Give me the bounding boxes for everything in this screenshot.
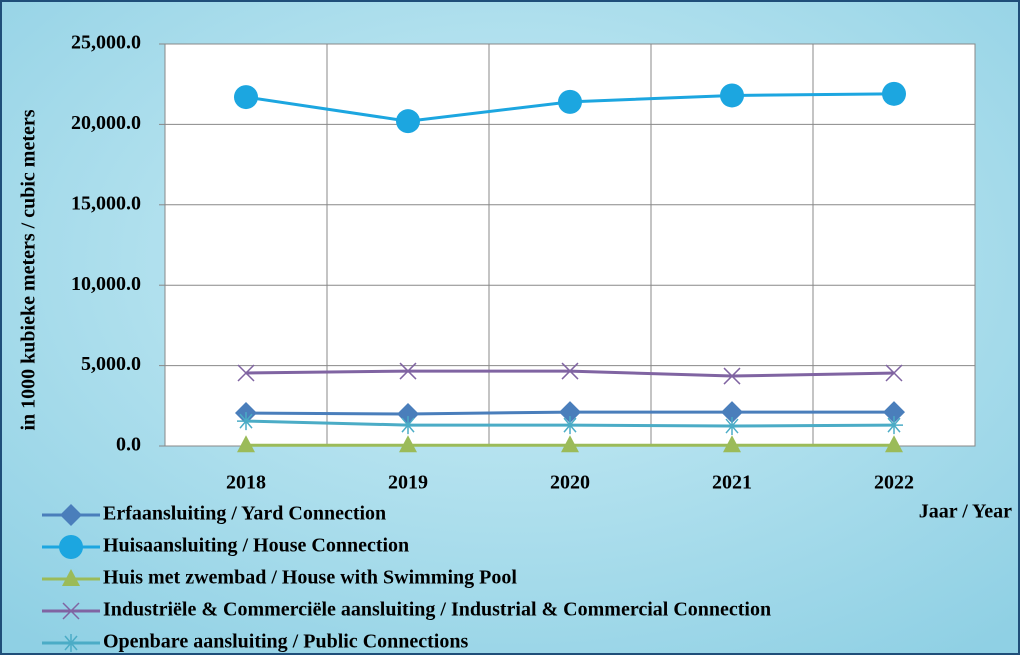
- marker: [721, 401, 743, 424]
- legend-label: Openbare aansluiting / Public Connection…: [103, 631, 468, 653]
- marker: [561, 362, 579, 380]
- marker: [559, 401, 581, 424]
- marker: [723, 435, 741, 453]
- marker: [396, 109, 420, 134]
- y-tick-label: 20,000.0: [71, 112, 141, 134]
- x-tick-label: 2020: [550, 472, 590, 494]
- legend-label: Erfaansluiting / Yard Connection: [103, 503, 386, 525]
- legend-label: Huisaansluiting / House Connection: [103, 535, 409, 557]
- legend-label: Huis met zwembad / House with Swimming P…: [103, 567, 517, 589]
- y-tick-label: 0.0: [116, 434, 141, 456]
- x-tick-label: 2021: [712, 472, 752, 494]
- y-tick-label: 10,000.0: [71, 273, 141, 295]
- x-tick-label: 2018: [226, 472, 266, 494]
- y-axis-label: in 1000 kubieke meters / cubic meters: [18, 109, 40, 430]
- marker: [62, 602, 80, 620]
- marker: [237, 412, 255, 431]
- marker: [882, 81, 906, 106]
- marker: [60, 504, 82, 526]
- y-tick-label: 15,000.0: [71, 192, 141, 214]
- marker: [237, 435, 255, 453]
- marker: [723, 417, 741, 436]
- marker: [62, 634, 80, 652]
- y-tick-label: 25,000.0: [71, 32, 141, 54]
- x-tick-label: 2022: [874, 472, 914, 494]
- legend-label: Industriële & Commerciële aansluiting / …: [103, 599, 771, 621]
- marker: [237, 364, 255, 382]
- marker: [234, 85, 258, 110]
- marker: [561, 416, 579, 435]
- marker: [399, 435, 417, 453]
- marker: [558, 89, 582, 114]
- y-tick-label: 5,000.0: [81, 353, 141, 375]
- marker: [561, 435, 579, 453]
- marker: [885, 416, 903, 435]
- marker: [399, 362, 417, 380]
- marker: [399, 416, 417, 435]
- marker: [883, 401, 905, 424]
- marker: [885, 435, 903, 453]
- marker: [59, 535, 83, 559]
- marker: [885, 364, 903, 382]
- marker: [720, 83, 744, 108]
- marker: [723, 367, 741, 385]
- x-axis-label: Jaar / Year: [919, 501, 1012, 523]
- x-tick-label: 2019: [388, 472, 428, 494]
- marker: [62, 569, 80, 586]
